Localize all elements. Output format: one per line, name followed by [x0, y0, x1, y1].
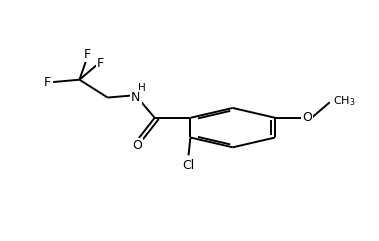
Text: H: H — [138, 83, 146, 93]
Text: Cl: Cl — [182, 159, 195, 172]
Text: CH$_3$: CH$_3$ — [333, 94, 355, 108]
Text: N: N — [131, 91, 141, 104]
Text: O: O — [132, 139, 142, 152]
Text: F: F — [97, 56, 104, 69]
Text: F: F — [44, 76, 51, 88]
Text: O: O — [302, 111, 312, 124]
Text: F: F — [83, 48, 91, 61]
